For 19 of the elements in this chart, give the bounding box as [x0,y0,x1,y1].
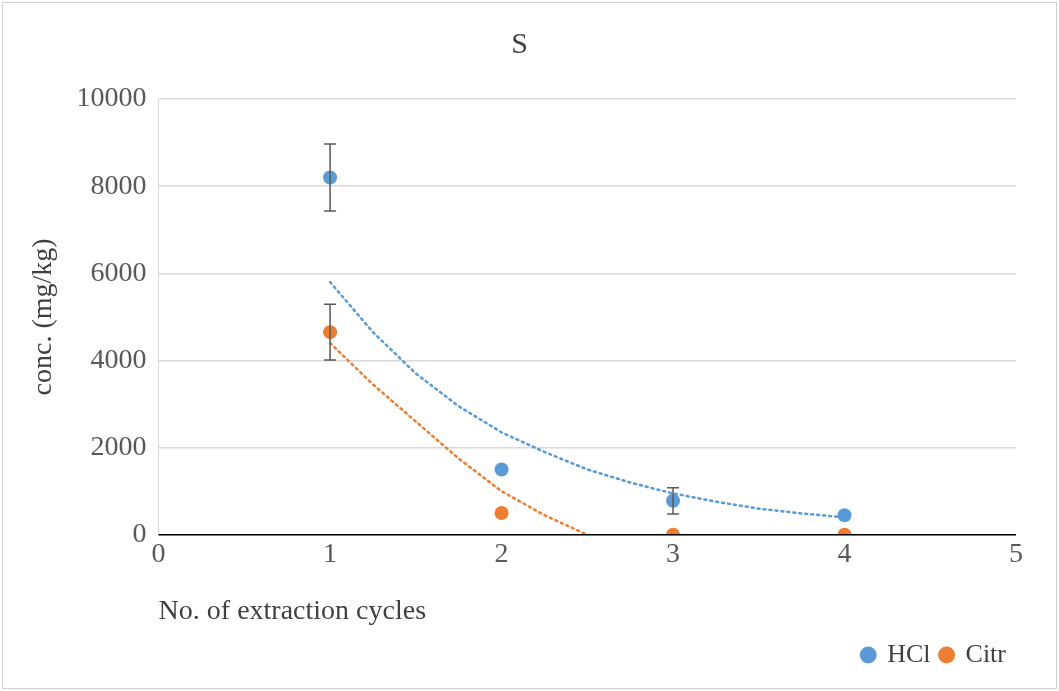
x-axis-title: No. of extraction cycles [158,593,427,625]
point [837,508,852,523]
line-series [328,341,589,535]
y-tick-label: 4000 [90,342,147,374]
y-axis-title: conc. (mg/kg) [26,238,58,396]
legend-label: HCl [887,638,931,668]
x-tick-label: 2 [494,536,509,568]
point [494,506,509,521]
point [494,462,509,477]
y-tick-label: 6000 [90,255,147,287]
chart-title: S [511,25,528,59]
x-tick-label: 1 [323,536,338,568]
y-tick-label: 10000 [76,81,147,113]
legend-label: Citr [965,638,1007,668]
y-tick-label: 2000 [90,430,147,461]
y-tick-label: 8000 [90,168,147,200]
x-tick-label: 4 [837,536,852,568]
x-tick-label: 5 [1009,536,1023,568]
x-tick-label: 3 [666,536,681,568]
